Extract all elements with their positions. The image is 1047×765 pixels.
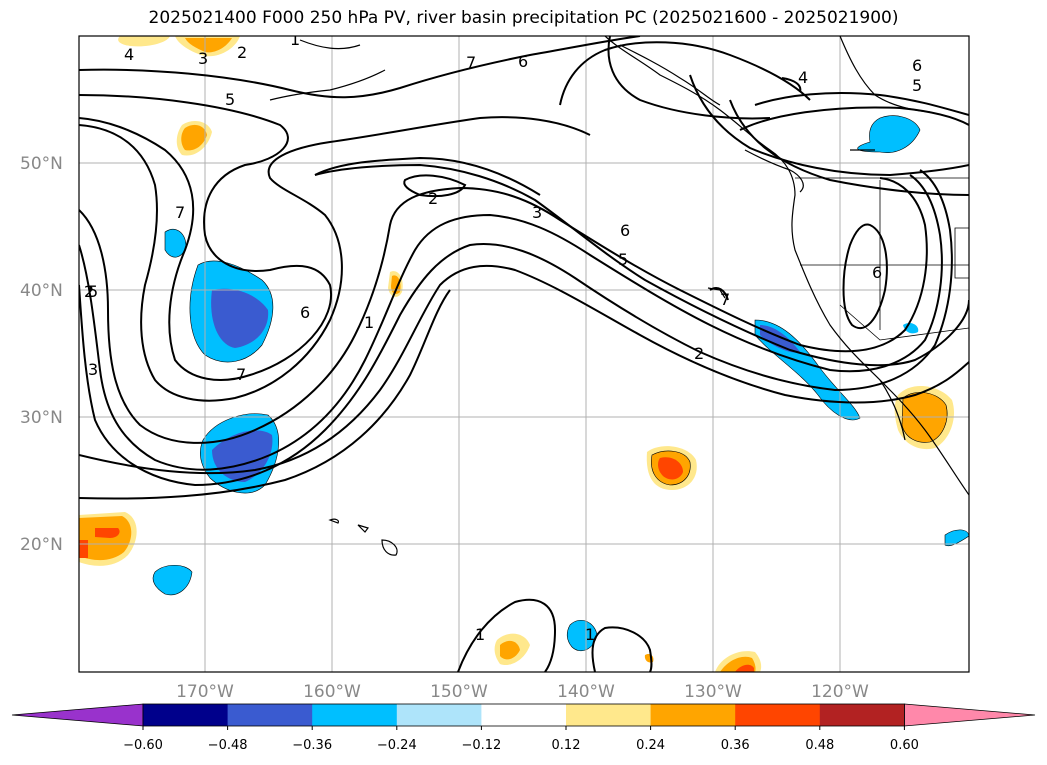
colorbar-extend-min: [11, 703, 144, 727]
colorbar-tick-label: −0.48: [208, 738, 248, 753]
lat-label: 50°N: [20, 154, 63, 174]
colorbar-segment: [481, 704, 567, 726]
contour-label: 5: [912, 76, 922, 95]
lon-label: 170°W: [176, 682, 234, 702]
contour-label: 3: [198, 49, 208, 68]
lon-label: 130°W: [684, 682, 742, 702]
colorbar-segment: [566, 704, 652, 726]
contour-label: 2: [237, 43, 247, 62]
contour-label: 1: [364, 313, 374, 332]
colorbar-frame: [142, 703, 905, 727]
colorbar-segment: [227, 704, 313, 726]
contour-label: 3: [532, 203, 542, 222]
lat-label: 30°N: [20, 408, 63, 428]
longitude-labels: 170°W 160°W 150°W 140°W 130°W 120°W: [176, 682, 869, 702]
coastlines: [269, 36, 969, 556]
contour-label: 7: [175, 203, 185, 222]
latitude-labels: 50°N 40°N 30°N 20°N: [20, 154, 63, 555]
colorbar-tick-label: −0.36: [292, 738, 332, 753]
colorbar-tick-label: 0.48: [805, 738, 834, 753]
gridlines: [79, 36, 969, 672]
contour-label: 5: [225, 90, 235, 109]
colorbar-segment: [312, 704, 398, 726]
colorbar-segment: [396, 704, 482, 726]
contour-label: 6: [300, 303, 310, 322]
map-frame: [78, 35, 970, 673]
contour-label: 6: [912, 56, 922, 75]
colorbar-tick-label: −0.24: [377, 738, 417, 753]
colorbar-tick-label: −0.12: [461, 738, 501, 753]
contour-label: 4: [124, 45, 134, 64]
map-title: 2025021400 F000 250 hPa PV, river basin …: [148, 8, 899, 28]
contour-label: 6: [872, 263, 882, 282]
contour-label: 3: [88, 360, 98, 379]
colorbar-tick-label: 0.24: [636, 738, 665, 753]
contour-label: 2: [84, 282, 94, 301]
contour-label: 1: [475, 625, 485, 644]
contour-label: 7: [236, 365, 246, 384]
lat-label: 20°N: [20, 535, 63, 555]
colorbar-segment: [650, 704, 736, 726]
contour-label: 6: [518, 52, 528, 71]
contour-label: 5: [88, 282, 98, 301]
colorbar-tick-label: 0.12: [552, 738, 581, 753]
contour-label: 4: [798, 68, 808, 87]
contour-label: 2: [428, 189, 438, 208]
lon-label: 120°W: [811, 682, 869, 702]
contour-label: 1: [585, 625, 595, 644]
precip-shading: [79, 36, 969, 672]
colorbar-tick-label: 0.36: [721, 738, 750, 753]
lat-label: 40°N: [20, 281, 63, 301]
colorbar-extend-max: [904, 703, 1036, 727]
contour-label: 1: [290, 30, 300, 49]
contour-label: 2: [694, 344, 704, 363]
contour-label: 7: [720, 290, 730, 309]
pv-contours: [79, 36, 969, 672]
colorbar-segment: [819, 704, 905, 726]
lon-label: 140°W: [557, 682, 615, 702]
contour-label: 5: [618, 250, 628, 269]
colorbar: −0.60 −0.48 −0.36 −0.24 −0.12 0.12 0.24 0.36 0.4…: [11, 703, 1036, 753]
contour-label: 6: [620, 221, 630, 240]
colorbar-segment: [735, 704, 821, 726]
contour-label: 7: [466, 53, 476, 72]
contour-labels: 4 3 2 1 7 6 5 4 6 5 5 7 2 3 6 5 2 7 6 1 …: [84, 30, 922, 644]
colorbar-segment: [143, 704, 229, 726]
lon-label: 150°W: [430, 682, 488, 702]
lon-label: 160°W: [303, 682, 361, 702]
colorbar-tick-label: −0.60: [123, 738, 163, 753]
colorbar-tick-label: 0.60: [890, 738, 919, 753]
